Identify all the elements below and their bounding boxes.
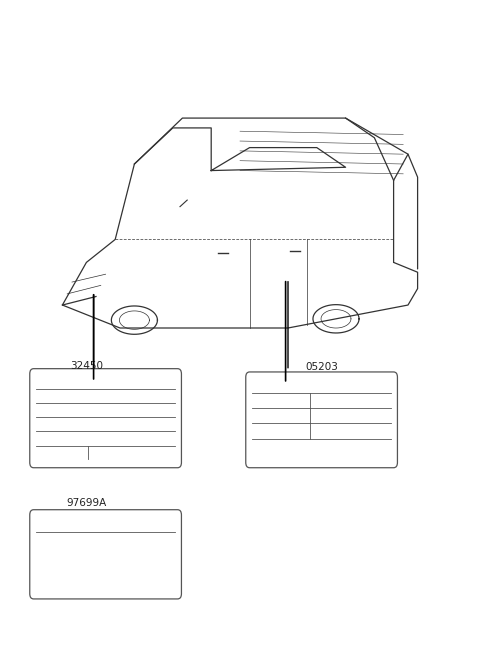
FancyBboxPatch shape <box>246 372 397 468</box>
Text: 05203: 05203 <box>305 362 338 372</box>
FancyBboxPatch shape <box>30 369 181 468</box>
Text: 97699A: 97699A <box>66 499 107 508</box>
Text: 32450: 32450 <box>70 361 103 371</box>
FancyBboxPatch shape <box>30 510 181 599</box>
